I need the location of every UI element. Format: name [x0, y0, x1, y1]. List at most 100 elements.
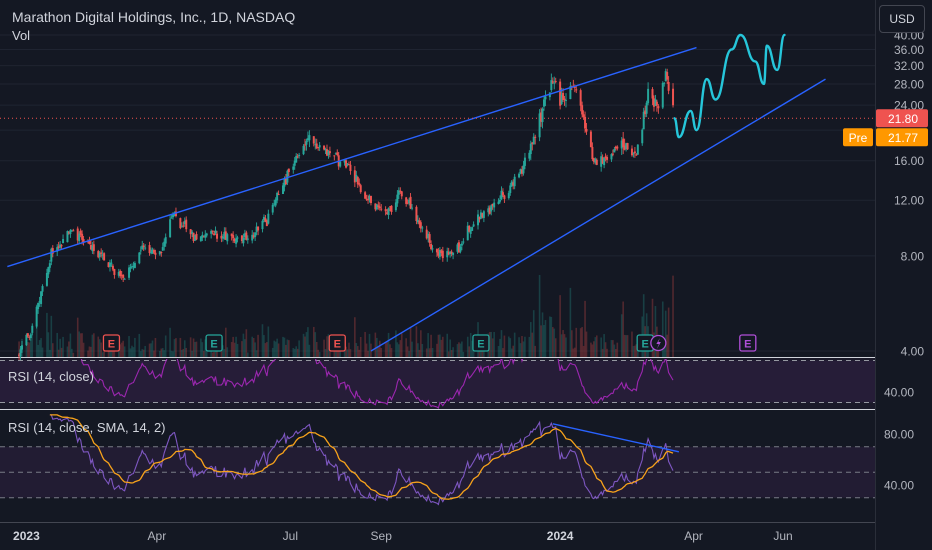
volume-bar: [141, 349, 144, 357]
candle-body: [367, 199, 370, 201]
volume-bar: [192, 338, 195, 357]
volume-bar: [581, 327, 583, 357]
earnings-marker: [739, 334, 757, 352]
candle-body: [353, 170, 356, 183]
volume-bar: [459, 343, 462, 357]
candle-body: [56, 247, 59, 252]
candle-body: [252, 235, 255, 238]
volume-bar: [405, 338, 407, 357]
volume-bar: [540, 325, 542, 357]
volume-bar: [204, 339, 207, 357]
candle-body: [625, 143, 628, 150]
candle-body: [614, 146, 617, 149]
volume-bar: [450, 350, 453, 357]
candle-body: [139, 250, 142, 252]
candle-body: [303, 144, 306, 146]
candle-body: [267, 213, 270, 224]
volume-bar: [200, 338, 202, 357]
candle-body: [246, 238, 249, 240]
candle-body: [296, 156, 299, 158]
candle-body: [368, 195, 371, 200]
candle-body: [214, 230, 217, 234]
earnings-marker: [328, 334, 346, 352]
volume-bar: [521, 336, 523, 357]
volume-bar: [159, 350, 161, 357]
volume-bar: [667, 307, 670, 357]
volume-bar: [439, 334, 441, 357]
volume-bar: [189, 337, 192, 357]
candle-body: [532, 136, 535, 145]
candle-body: [47, 266, 50, 275]
volume-bar: [346, 349, 349, 357]
candle-body: [601, 157, 604, 164]
candle-body: [399, 190, 402, 192]
price-tick-label: 16.00: [894, 154, 924, 168]
volume-bar: [201, 342, 204, 357]
candle-body: [518, 173, 521, 178]
candle-body: [610, 154, 613, 160]
candle-body: [493, 202, 496, 208]
volume-bar: [182, 348, 185, 357]
candle-body: [468, 225, 471, 232]
volume-bar: [93, 333, 95, 357]
volume-bar: [283, 337, 286, 357]
candle-body: [632, 152, 635, 154]
candle-body: [173, 213, 176, 216]
rsi-line: [80, 359, 674, 409]
candle-body: [76, 228, 79, 241]
volume-bar: [551, 327, 554, 357]
candle-body: [620, 140, 623, 149]
volume-bar: [387, 332, 390, 357]
candle-body: [457, 242, 460, 253]
channel-upper-line: [7, 46, 697, 268]
rsi-tick-label: 40.00: [884, 479, 914, 493]
candle-body: [273, 203, 276, 205]
candle-body: [293, 160, 296, 166]
volume-bar: [544, 320, 547, 357]
time-tick-label: Apr: [148, 529, 167, 543]
volume-bar: [245, 329, 248, 357]
candle-body: [347, 164, 350, 166]
rsi-line-group: [80, 359, 674, 409]
candle-body: [148, 245, 151, 254]
candle-body: [408, 199, 411, 204]
candle-body: [185, 219, 188, 230]
volume-bar: [560, 334, 563, 357]
volume-bar: [396, 342, 399, 357]
volume-bar: [651, 298, 654, 357]
candle-body: [172, 214, 175, 218]
candle-body: [592, 158, 595, 162]
volume-bar: [255, 350, 258, 357]
candle-body: [60, 245, 63, 247]
currency-button[interactable]: USD: [879, 5, 925, 33]
volume-bar: [169, 327, 171, 357]
volume-bar: [661, 301, 664, 357]
candle-body: [205, 233, 208, 236]
candle-body: [387, 208, 390, 216]
volume-bar: [528, 336, 531, 357]
volume-bar: [616, 342, 619, 357]
candle-body: [582, 114, 585, 117]
volume-bar: [386, 341, 388, 357]
volume-bar: [500, 330, 503, 357]
candle-body: [336, 152, 339, 156]
candle-body: [151, 249, 154, 254]
volume-bar: [78, 331, 80, 357]
candle-body: [409, 196, 412, 209]
volume-bar: [314, 332, 317, 357]
candle-body: [630, 148, 633, 156]
volume-bar: [524, 336, 526, 357]
volume-label: Vol: [12, 28, 31, 43]
candle-body: [261, 220, 264, 230]
candle-body: [540, 112, 543, 122]
volume-bar: [195, 341, 198, 357]
volume-bar: [194, 341, 196, 357]
volume-bar: [377, 346, 380, 357]
volume-bar: [257, 334, 259, 357]
price-axis-bg: [876, 0, 932, 550]
candle-body: [471, 227, 474, 231]
candle-body: [487, 208, 490, 213]
candle-body: [623, 145, 626, 150]
